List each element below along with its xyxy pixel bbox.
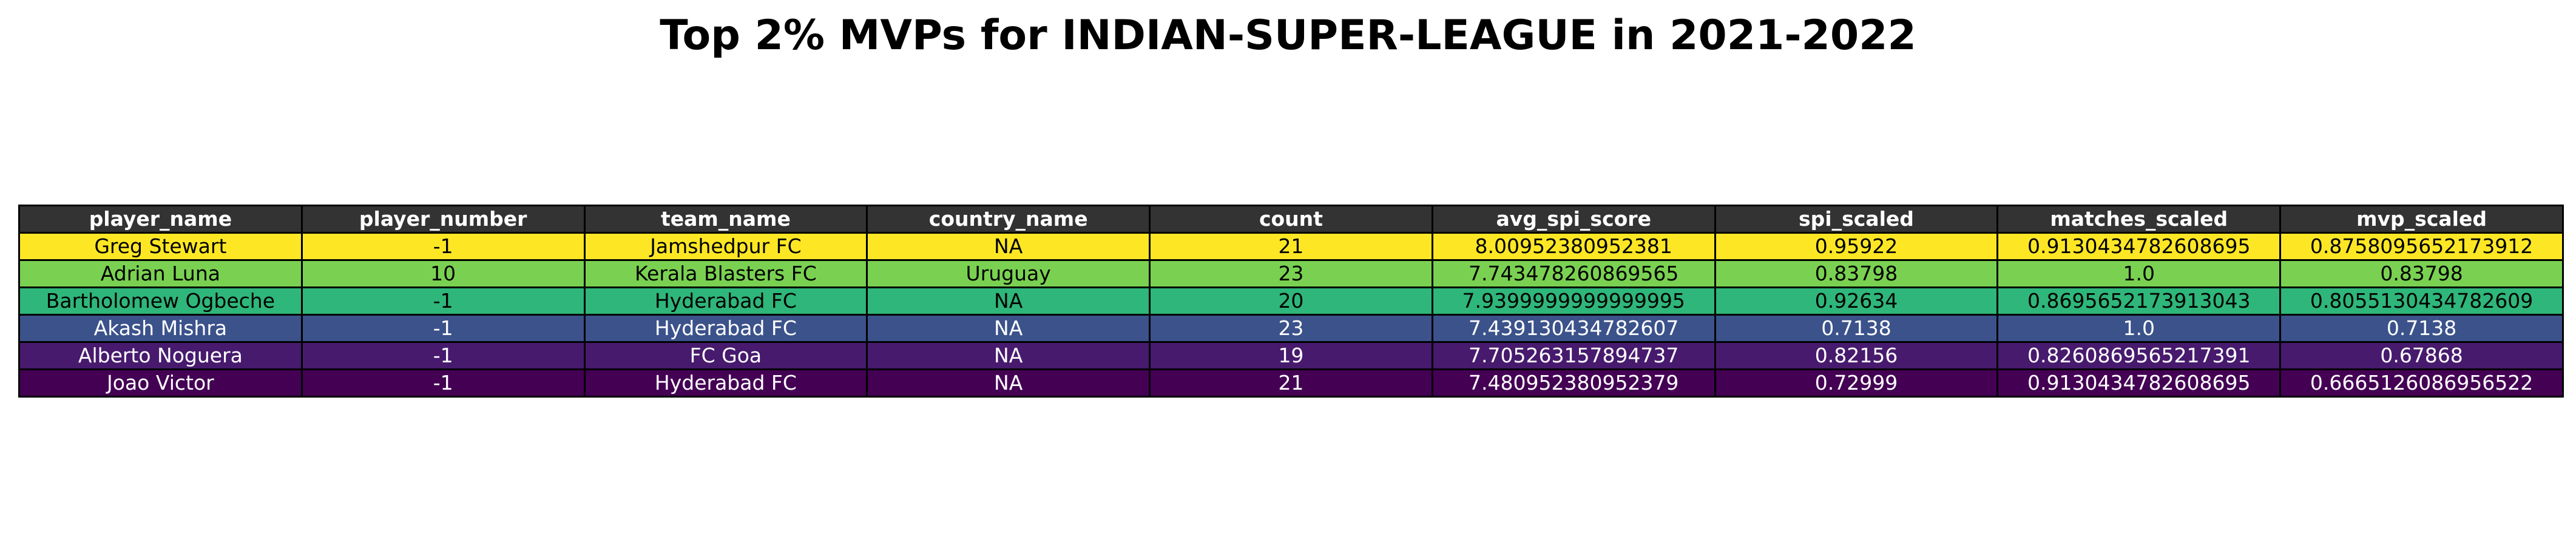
cell-team-name: Kerala Blasters FC	[583, 259, 868, 288]
cell-country-name: NA	[866, 368, 1151, 398]
table-row: Alberto Noguera -1 FC Goa NA 19 7.70526315789…	[18, 341, 2564, 370]
cell-avg-spi-score: 7.705263157894737	[1431, 341, 1716, 370]
cell-team-name: FC Goa	[583, 341, 868, 370]
table-row: Adrian Luna 10 Kerala Blasters FC Uruguay 23…	[18, 259, 2564, 288]
cell-player-number: -1	[300, 341, 586, 370]
cell-count: 19	[1149, 341, 1433, 370]
column-header-count: count	[1149, 205, 1433, 234]
cell-player-name: Adrian Luna	[18, 259, 303, 288]
cell-player-number: 10	[300, 259, 586, 288]
column-header-team-name: team_name	[583, 205, 868, 234]
cell-spi-scaled: 0.95922	[1714, 232, 1999, 261]
cell-player-name: Akash Mishra	[18, 314, 303, 343]
table-row: Greg Stewart -1 Jamshedpur FC NA 21 8.0095238…	[18, 232, 2564, 261]
cell-matches-scaled: 0.9130434782608695	[1996, 232, 2282, 261]
cell-player-name: Joao Victor	[18, 368, 303, 398]
cell-avg-spi-score: 7.480952380952379	[1431, 368, 1716, 398]
cell-country-name: Uruguay	[866, 259, 1151, 288]
cell-mvp-scaled: 0.7138	[2279, 314, 2564, 343]
cell-player-name: Alberto Noguera	[18, 341, 303, 370]
table-row: Akash Mishra -1 Hyderabad FC NA 23 7.43913043…	[18, 314, 2564, 343]
cell-spi-scaled: 0.82156	[1714, 341, 1999, 370]
cell-matches-scaled: 0.8695652173913043	[1996, 286, 2282, 316]
cell-matches-scaled: 1.0	[1996, 259, 2282, 288]
table-row: Joao Victor -1 Hyderabad FC NA 21 7.480952380…	[18, 368, 2564, 398]
cell-mvp-scaled: 0.67868	[2279, 341, 2564, 370]
table-body: Greg Stewart -1 Jamshedpur FC NA 21 8.0095238…	[18, 232, 2564, 398]
cell-country-name: NA	[866, 341, 1151, 370]
cell-player-name: Bartholomew Ogbeche	[18, 286, 303, 316]
cell-mvp-scaled: 0.8758095652173912	[2279, 232, 2564, 261]
cell-team-name: Hyderabad FC	[583, 314, 868, 343]
cell-country-name: NA	[866, 286, 1151, 316]
table-header: player_name player_number team_name country…	[18, 205, 2564, 234]
column-header-player-number: player_number	[300, 205, 586, 234]
cell-team-name: Jamshedpur FC	[583, 232, 868, 261]
cell-mvp-scaled: 0.83798	[2279, 259, 2564, 288]
cell-country-name: NA	[866, 232, 1151, 261]
cell-spi-scaled: 0.92634	[1714, 286, 1999, 316]
cell-player-number: -1	[300, 314, 586, 343]
cell-team-name: Hyderabad FC	[583, 368, 868, 398]
column-header-mvp-scaled: mvp_scaled	[2279, 205, 2564, 234]
cell-count: 23	[1149, 314, 1433, 343]
table-row: Bartholomew Ogbeche -1 Hyderabad FC NA 20 7.9…	[18, 286, 2564, 316]
column-header-spi-scaled: spi_scaled	[1714, 205, 1999, 234]
cell-count: 21	[1149, 232, 1433, 261]
cell-country-name: NA	[866, 314, 1151, 343]
cell-avg-spi-score: 7.9399999999999995	[1431, 286, 1716, 316]
cell-spi-scaled: 0.7138	[1714, 314, 1999, 343]
cell-team-name: Hyderabad FC	[583, 286, 868, 316]
cell-matches-scaled: 1.0	[1996, 314, 2282, 343]
cell-mvp-scaled: 0.8055130434782609	[2279, 286, 2564, 316]
cell-spi-scaled: 0.83798	[1714, 259, 1999, 288]
cell-count: 20	[1149, 286, 1433, 316]
cell-player-name: Greg Stewart	[18, 232, 303, 261]
cell-matches-scaled: 0.9130434782608695	[1996, 368, 2282, 398]
column-header-matches-scaled: matches_scaled	[1996, 205, 2282, 234]
column-header-country-name: country_name	[866, 205, 1151, 234]
cell-mvp-scaled: 0.6665126086956522	[2279, 368, 2564, 398]
cell-avg-spi-score: 7.439130434782607	[1431, 314, 1716, 343]
cell-spi-scaled: 0.72999	[1714, 368, 1999, 398]
mvp-table: player_name player_number team_name country…	[18, 205, 2564, 398]
cell-count: 21	[1149, 368, 1433, 398]
header-row: player_name player_number team_name country…	[18, 205, 2564, 234]
cell-matches-scaled: 0.8260869565217391	[1996, 341, 2282, 370]
cell-avg-spi-score: 7.743478260869565	[1431, 259, 1716, 288]
cell-player-number: -1	[300, 368, 586, 398]
cell-player-number: -1	[300, 232, 586, 261]
column-header-player-name: player_name	[18, 205, 303, 234]
cell-player-number: -1	[300, 286, 586, 316]
column-header-avg-spi-score: avg_spi_score	[1431, 205, 1716, 234]
chart-title: Top 2% MVPs for INDIAN-SUPER-LEAGUE in 2…	[660, 12, 1916, 59]
cell-avg-spi-score: 8.00952380952381	[1431, 232, 1716, 261]
cell-count: 23	[1149, 259, 1433, 288]
mvp-table-container: player_name player_number team_name country…	[18, 205, 2564, 398]
